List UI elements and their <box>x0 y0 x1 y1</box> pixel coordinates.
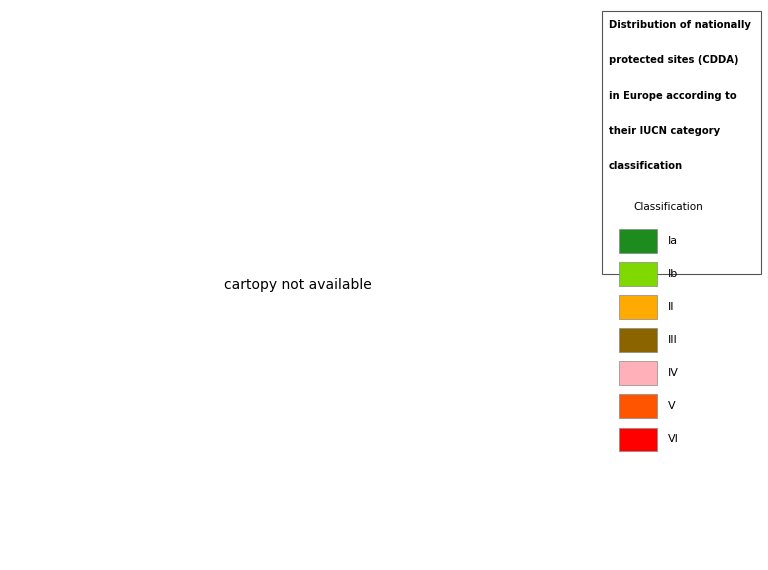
Text: III: III <box>668 335 677 345</box>
Text: VI: VI <box>668 434 679 445</box>
FancyBboxPatch shape <box>619 262 657 286</box>
Text: classification: classification <box>609 161 684 172</box>
Text: Distribution of nationally: Distribution of nationally <box>609 20 751 30</box>
Text: Ib: Ib <box>668 269 678 279</box>
Text: cartopy not available: cartopy not available <box>223 278 372 292</box>
Text: IV: IV <box>668 368 679 378</box>
Text: Ia: Ia <box>668 236 678 246</box>
FancyBboxPatch shape <box>619 229 657 253</box>
Text: II: II <box>668 302 674 312</box>
Text: V: V <box>668 401 675 412</box>
FancyBboxPatch shape <box>619 394 657 418</box>
FancyBboxPatch shape <box>619 295 657 319</box>
FancyBboxPatch shape <box>619 328 657 352</box>
FancyBboxPatch shape <box>619 361 657 385</box>
Text: Classification: Classification <box>633 202 703 213</box>
FancyBboxPatch shape <box>602 11 761 274</box>
FancyBboxPatch shape <box>619 428 657 451</box>
Text: in Europe according to: in Europe according to <box>609 91 737 101</box>
Text: their IUCN category: their IUCN category <box>609 126 720 136</box>
Text: protected sites (CDDA): protected sites (CDDA) <box>609 55 739 66</box>
